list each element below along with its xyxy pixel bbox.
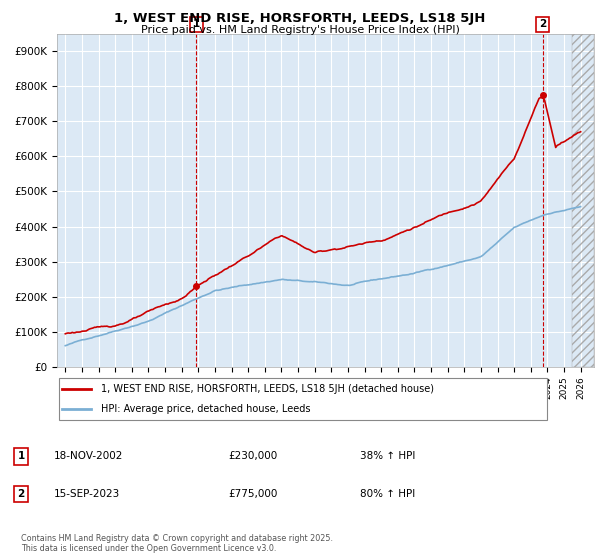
Text: 1: 1 bbox=[17, 451, 25, 461]
Text: 1, WEST END RISE, HORSFORTH, LEEDS, LS18 5JH: 1, WEST END RISE, HORSFORTH, LEEDS, LS18… bbox=[115, 12, 485, 25]
Text: 2: 2 bbox=[539, 20, 546, 30]
Text: Contains HM Land Registry data © Crown copyright and database right 2025.
This d: Contains HM Land Registry data © Crown c… bbox=[21, 534, 333, 553]
Text: HPI: Average price, detached house, Leeds: HPI: Average price, detached house, Leed… bbox=[101, 404, 311, 414]
FancyBboxPatch shape bbox=[59, 377, 547, 421]
Text: £230,000: £230,000 bbox=[228, 451, 277, 461]
Text: 2: 2 bbox=[17, 489, 25, 499]
Text: 80% ↑ HPI: 80% ↑ HPI bbox=[360, 489, 415, 499]
Text: 18-NOV-2002: 18-NOV-2002 bbox=[54, 451, 124, 461]
Text: 15-SEP-2023: 15-SEP-2023 bbox=[54, 489, 120, 499]
Text: Price paid vs. HM Land Registry's House Price Index (HPI): Price paid vs. HM Land Registry's House … bbox=[140, 25, 460, 35]
Text: £775,000: £775,000 bbox=[228, 489, 277, 499]
Text: 38% ↑ HPI: 38% ↑ HPI bbox=[360, 451, 415, 461]
Text: 1, WEST END RISE, HORSFORTH, LEEDS, LS18 5JH (detached house): 1, WEST END RISE, HORSFORTH, LEEDS, LS18… bbox=[101, 384, 434, 394]
Text: 1: 1 bbox=[193, 20, 200, 30]
